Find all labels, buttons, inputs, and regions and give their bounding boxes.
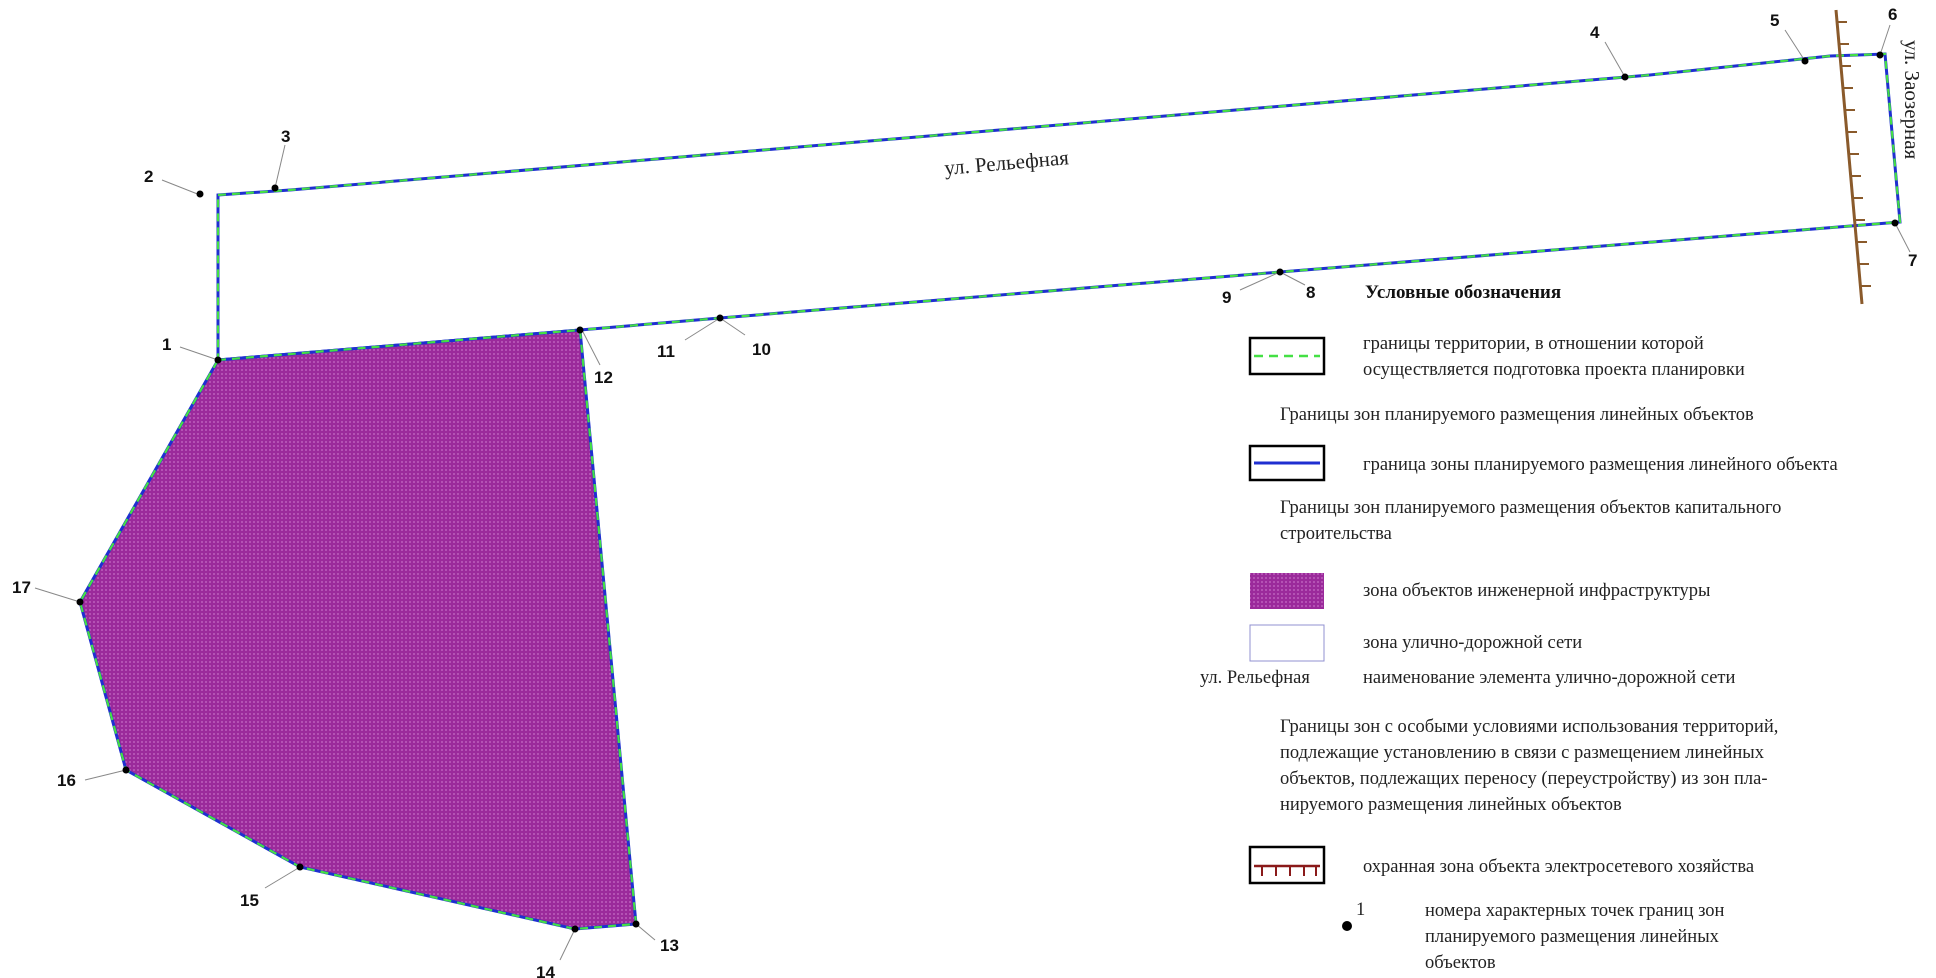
point-label-14: 14 (536, 963, 555, 978)
legend-section-capital-2: строительства (1280, 524, 1392, 544)
point-labels: 1 2 3 4 5 6 7 8 9 10 11 12 13 14 15 16 1… (12, 5, 1917, 978)
legend-points-desc-3: объектов (1425, 953, 1496, 973)
legend-electric-text: охранная зона объекта электросетевого хо… (1363, 857, 1754, 877)
legend-point-dot (1342, 921, 1352, 931)
legend-points-desc-1: номера характерных точек границ зон (1425, 901, 1725, 921)
legend-linear-swatch (1248, 444, 1326, 482)
legend-section-linear: Границы зон планируемого размещения лине… (1280, 405, 1754, 425)
point-label-12: 12 (594, 368, 613, 387)
legend-boundary-text-2: осуществляется подготовка проекта планир… (1363, 360, 1745, 380)
legend-points-desc-2: планируемого размещения линейных (1425, 927, 1720, 947)
legend-section-special-1: Границы зон с особыми условиями использо… (1280, 717, 1778, 737)
legend-section-special-3: объектов, подлежащих переносу (переустро… (1280, 769, 1768, 789)
point-label-13: 13 (660, 936, 679, 955)
point-label-17: 17 (12, 578, 31, 597)
road-zone-dash (216, 52, 1902, 362)
legend-point-sample: 1 (1356, 900, 1365, 920)
legend-road-swatch (1249, 624, 1325, 662)
legend-engineering-text: зона объектов инженерной инфраструктуры (1363, 581, 1711, 601)
engineering-zone-dash (78, 328, 638, 931)
point-label-8: 8 (1306, 283, 1315, 302)
legend-road-name-sample: ул. Рельефная (1200, 668, 1310, 688)
boundary-vertices (76, 51, 1899, 933)
legend-linear-boundary-text: граница зоны планируемого размещения лин… (1363, 455, 1838, 475)
legend-section-special-2: подлежащие установлению в связи с размещ… (1280, 743, 1765, 763)
point-label-2: 2 (144, 167, 153, 186)
street-label-zaozernaya: ул. Заозерная (1900, 40, 1924, 160)
legend-boundary-text-1: границы территории, в отношении которой (1363, 334, 1704, 354)
engineering-zone-polygon (78, 328, 638, 931)
point-label-4: 4 (1590, 23, 1600, 42)
legend-title: Условные обозначения (1365, 282, 1561, 303)
legend-section-capital-1: Границы зон планируемого размещения объе… (1280, 498, 1781, 518)
legend-road-text: зона улично-дорожной сети (1363, 633, 1582, 653)
label-leaders (34, 24, 1911, 961)
point-label-16: 16 (57, 771, 76, 790)
legend-section-special-4: нируемого размещения линейных объектов (1280, 795, 1622, 815)
point-label-3: 3 (281, 127, 290, 146)
point-label-15: 15 (240, 891, 259, 910)
point-label-5: 5 (1770, 11, 1779, 30)
point-label-9: 9 (1222, 288, 1231, 307)
road-zone-polygon (216, 52, 1902, 362)
point-label-11: 11 (657, 342, 675, 361)
legend-engineering-swatch (1250, 573, 1324, 609)
point-label-6: 6 (1888, 5, 1897, 24)
point-label-10: 10 (752, 340, 771, 359)
legend-electric-swatch (1248, 845, 1326, 885)
legend: Условные обозначения границы территории,… (1200, 282, 1838, 973)
point-label-1: 1 (162, 335, 171, 354)
legend-boundary-swatch (1248, 336, 1326, 376)
point-label-7: 7 (1908, 251, 1917, 270)
electric-protection-zone-line (1834, 9, 1871, 305)
legend-road-name-desc: наименование элемента улично-дорожной се… (1363, 668, 1736, 688)
